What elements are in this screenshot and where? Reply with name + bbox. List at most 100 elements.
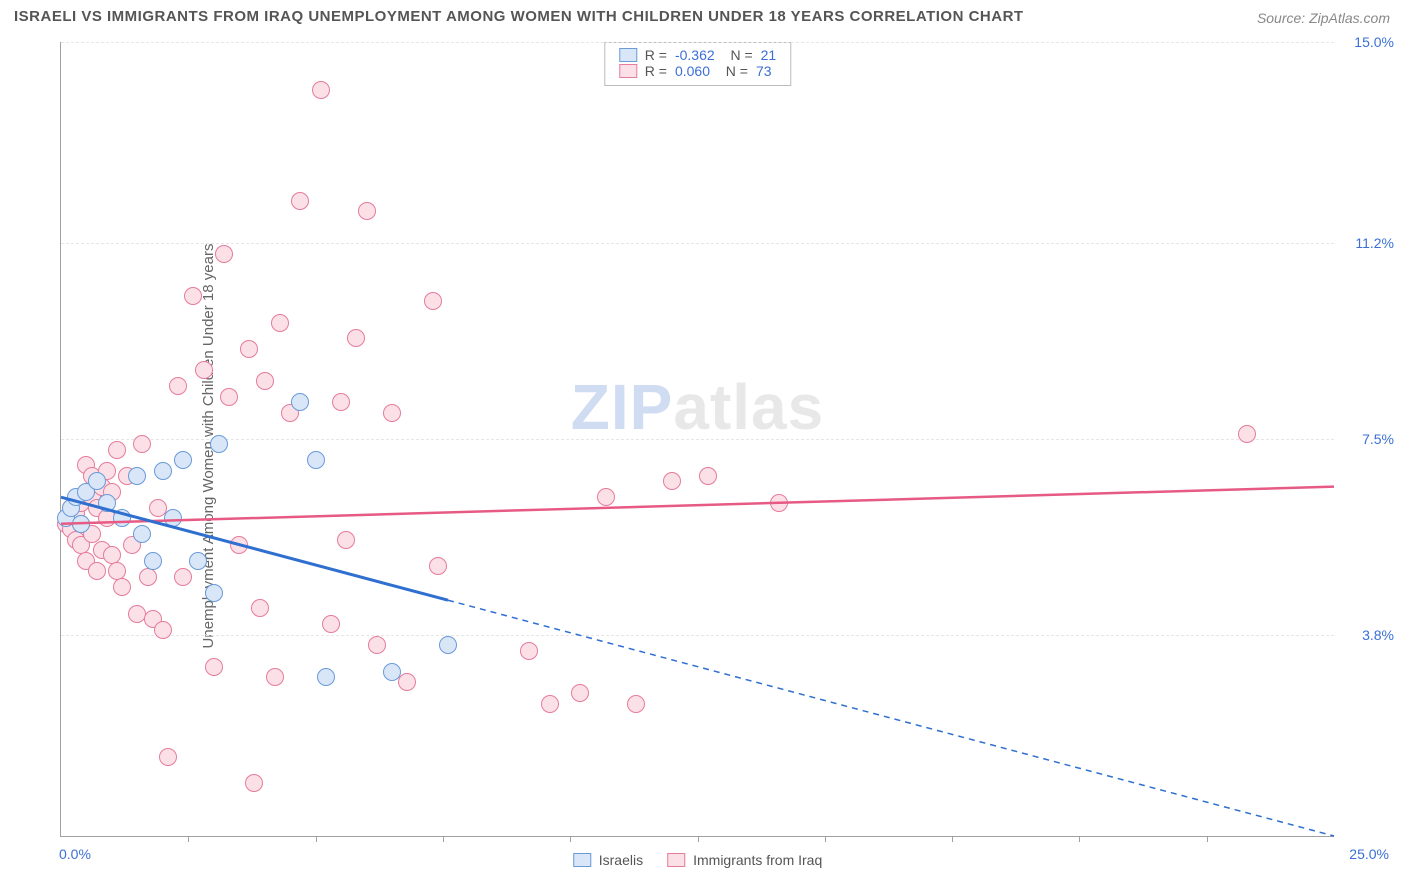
plot-area: ZIPatlas R = -0.362 N = 21 R = 0.060 N =… — [60, 42, 1334, 837]
data-point-israelis — [307, 451, 325, 469]
legend-item-iraq: Immigrants from Iraq — [667, 852, 822, 868]
legend-swatch-iraq — [667, 853, 685, 867]
x-tick — [316, 836, 317, 842]
data-point-iraq — [429, 557, 447, 575]
data-point-israelis — [154, 462, 172, 480]
swatch-iraq — [619, 64, 637, 78]
legend-label-israelis: Israelis — [599, 852, 643, 868]
x-axis-min-label: 0.0% — [59, 846, 91, 862]
chart-container: ISRAELI VS IMMIGRANTS FROM IRAQ UNEMPLOY… — [0, 0, 1406, 892]
data-point-iraq — [205, 658, 223, 676]
data-point-iraq — [337, 531, 355, 549]
data-point-iraq — [240, 340, 258, 358]
x-axis-max-label: 25.0% — [1349, 846, 1389, 862]
x-tick — [952, 836, 953, 842]
stats-r-iraq: 0.060 — [675, 63, 710, 79]
data-point-israelis — [72, 515, 90, 533]
swatch-israelis — [619, 48, 637, 62]
data-point-israelis — [317, 668, 335, 686]
data-point-iraq — [251, 599, 269, 617]
data-point-iraq — [571, 684, 589, 702]
data-point-iraq — [424, 292, 442, 310]
data-point-iraq — [520, 642, 538, 660]
data-point-iraq — [358, 202, 376, 220]
data-point-israelis — [439, 636, 457, 654]
y-tick-label: 15.0% — [1339, 34, 1394, 50]
data-point-iraq — [256, 372, 274, 390]
data-point-iraq — [245, 774, 263, 792]
data-point-iraq — [113, 578, 131, 596]
stats-row-israelis: R = -0.362 N = 21 — [619, 47, 776, 63]
data-point-iraq — [627, 695, 645, 713]
data-point-iraq — [133, 435, 151, 453]
x-tick — [1079, 836, 1080, 842]
stats-row-iraq: R = 0.060 N = 73 — [619, 63, 776, 79]
data-point-iraq — [383, 404, 401, 422]
data-point-iraq — [541, 695, 559, 713]
data-point-iraq — [154, 621, 172, 639]
data-point-iraq — [195, 361, 213, 379]
data-point-iraq — [139, 568, 157, 586]
data-point-israelis — [144, 552, 162, 570]
watermark-part2: atlas — [673, 371, 824, 443]
x-tick — [188, 836, 189, 842]
source-credit: Source: ZipAtlas.com — [1257, 10, 1390, 26]
x-tick — [1207, 836, 1208, 842]
data-point-iraq — [159, 748, 177, 766]
gridline — [61, 243, 1334, 244]
stats-n-israelis: 21 — [761, 47, 777, 63]
legend-swatch-israelis — [573, 853, 591, 867]
data-point-iraq — [215, 245, 233, 263]
legend: Israelis Immigrants from Iraq — [573, 852, 823, 868]
data-point-iraq — [108, 441, 126, 459]
data-point-iraq — [291, 192, 309, 210]
data-point-israelis — [113, 509, 131, 527]
x-tick — [825, 836, 826, 842]
y-tick-label: 7.5% — [1339, 431, 1394, 447]
y-tick-label: 3.8% — [1339, 627, 1394, 643]
data-point-israelis — [164, 509, 182, 527]
stats-box: R = -0.362 N = 21 R = 0.060 N = 73 — [604, 42, 791, 86]
x-tick — [698, 836, 699, 842]
data-point-iraq — [322, 615, 340, 633]
data-point-iraq — [368, 636, 386, 654]
data-point-iraq — [184, 287, 202, 305]
trend-line-iraq — [61, 487, 1334, 524]
stats-n-label: N = — [723, 47, 753, 63]
data-point-israelis — [189, 552, 207, 570]
data-point-israelis — [210, 435, 228, 453]
data-point-iraq — [1238, 425, 1256, 443]
data-point-iraq — [312, 81, 330, 99]
data-point-iraq — [174, 568, 192, 586]
data-point-iraq — [230, 536, 248, 554]
legend-item-israelis: Israelis — [573, 852, 643, 868]
data-point-iraq — [699, 467, 717, 485]
watermark: ZIPatlas — [571, 370, 824, 444]
data-point-israelis — [98, 494, 116, 512]
y-tick-label: 11.2% — [1339, 235, 1394, 251]
gridline — [61, 439, 1334, 440]
x-tick — [443, 836, 444, 842]
data-point-iraq — [88, 562, 106, 580]
data-point-iraq — [271, 314, 289, 332]
watermark-part1: ZIP — [571, 371, 674, 443]
stats-n-label: N = — [718, 63, 748, 79]
data-point-iraq — [398, 673, 416, 691]
data-point-iraq — [347, 329, 365, 347]
data-point-israelis — [205, 584, 223, 602]
stats-r-label: R = — [645, 63, 667, 79]
data-point-iraq — [770, 494, 788, 512]
data-point-israelis — [174, 451, 192, 469]
data-point-iraq — [663, 472, 681, 490]
data-point-israelis — [133, 525, 151, 543]
legend-label-iraq: Immigrants from Iraq — [693, 852, 822, 868]
stats-r-label: R = — [645, 47, 667, 63]
chart-title: ISRAELI VS IMMIGRANTS FROM IRAQ UNEMPLOY… — [14, 8, 1024, 25]
data-point-israelis — [88, 472, 106, 490]
data-point-israelis — [383, 663, 401, 681]
stats-n-iraq: 73 — [756, 63, 772, 79]
gridline — [61, 635, 1334, 636]
data-point-iraq — [220, 388, 238, 406]
data-point-israelis — [291, 393, 309, 411]
stats-r-israelis: -0.362 — [675, 47, 715, 63]
